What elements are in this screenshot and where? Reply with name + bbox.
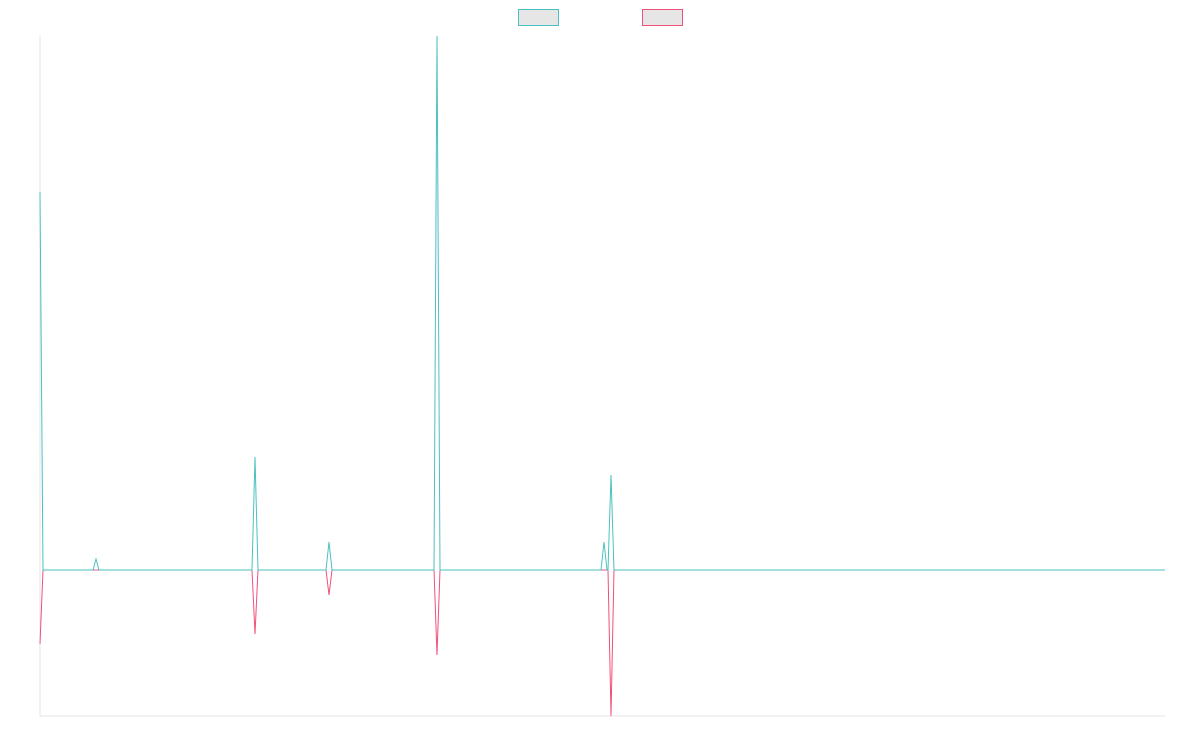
legend-swatch	[518, 9, 559, 26]
line-series	[39, 35, 1165, 571]
legend-swatch	[642, 9, 683, 26]
line-series	[39, 569, 1165, 717]
